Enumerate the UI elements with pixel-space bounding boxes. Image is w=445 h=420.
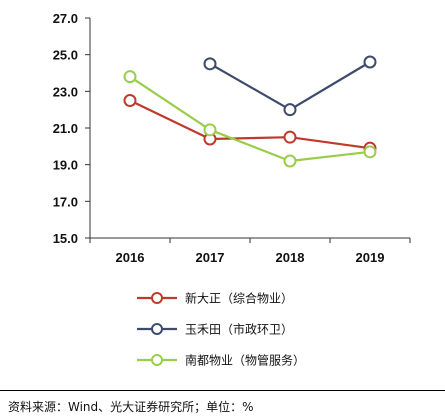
legend-swatch-marker <box>151 354 163 366</box>
series-line-0 <box>129 99 371 150</box>
legend-label: 新大正（综合物业） <box>185 291 293 306</box>
y-tick-label: 21.0 <box>53 121 78 136</box>
y-axis: 15.0 17.0 19.0 21.0 23.0 25.0 27.0 <box>53 11 91 246</box>
legend-swatch-marker <box>151 323 163 335</box>
line-chart: 15.017.019.021.023.025.027.0 2016 2017 201… <box>53 11 411 368</box>
y-tick-label: 25.0 <box>53 48 78 63</box>
legend: 新大正（综合物业） 玉禾田（市政环卫） 南都物业（物管服务） <box>137 291 305 368</box>
x-tick-label: 2016 <box>116 250 145 265</box>
series-group <box>123 55 377 168</box>
y-tick-label: 27.0 <box>53 11 78 26</box>
series-line-2 <box>129 75 371 163</box>
data-point <box>363 145 377 159</box>
y-tick-label: 15.0 <box>53 231 78 246</box>
source-divider <box>0 390 445 391</box>
data-point <box>283 130 297 144</box>
data-point <box>283 154 297 168</box>
y-tick-label: 17.0 <box>53 194 78 209</box>
data-point <box>363 55 377 69</box>
legend-label: 南都物业（物管服务） <box>185 353 305 368</box>
y-tick-label: 19.0 <box>53 158 78 173</box>
x-tick-label: 2017 <box>196 250 225 265</box>
data-point <box>283 103 297 117</box>
source-note: 资料来源：Wind、光大证券研究所；单位：% <box>8 400 254 414</box>
data-point <box>123 70 137 84</box>
legend-swatch-marker <box>151 292 163 304</box>
x-tick-label: 2018 <box>276 250 305 265</box>
legend-label: 玉禾田（市政环卫） <box>185 322 293 337</box>
y-tick-label: 23.0 <box>53 84 78 99</box>
x-axis: 2016 2017 2018 2019 <box>89 237 411 265</box>
data-point <box>203 123 217 137</box>
data-point <box>203 57 217 71</box>
data-point <box>123 94 137 107</box>
series-line-1 <box>209 61 371 111</box>
x-tick-label: 2019 <box>356 250 385 265</box>
